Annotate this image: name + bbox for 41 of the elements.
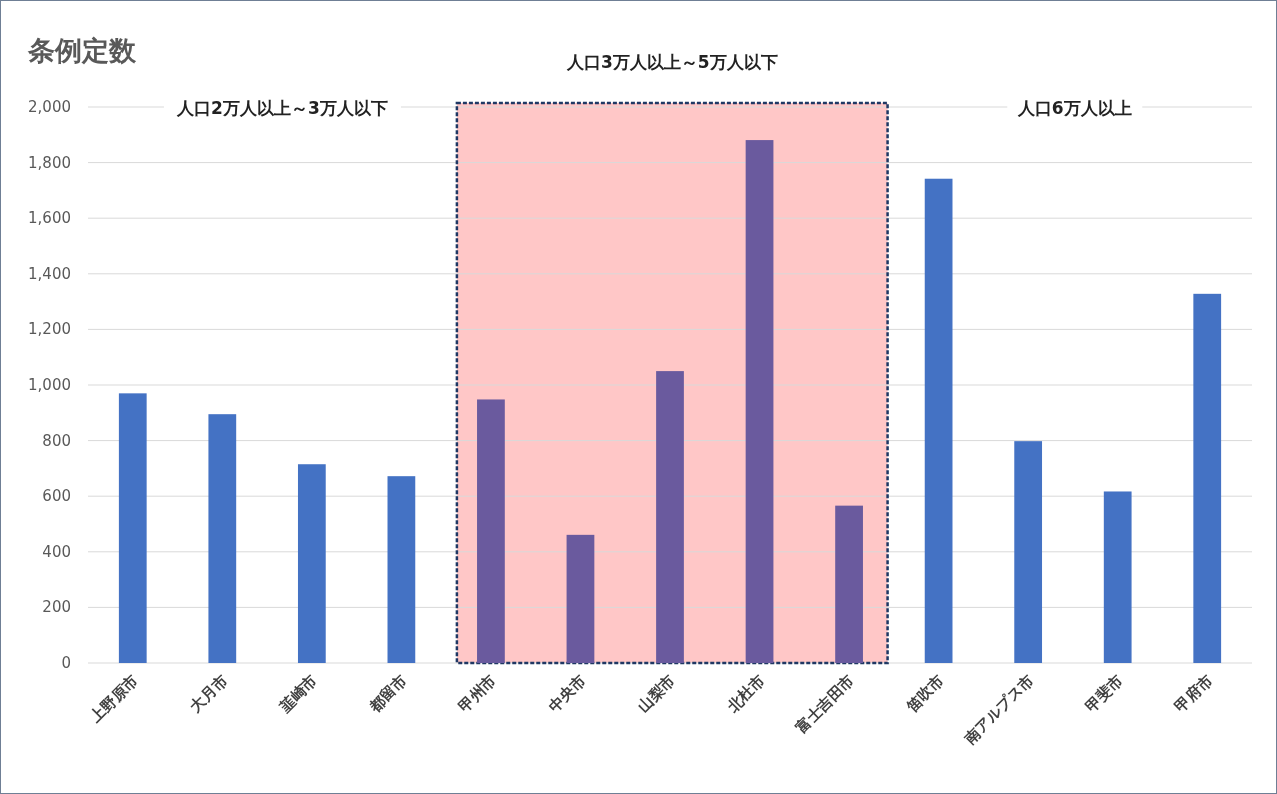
x-tick-label: 上野原市: [85, 671, 142, 727]
annotation: 人口6万人以上: [1016, 98, 1132, 118]
x-tick-label: 南アルプス市: [959, 671, 1037, 749]
y-tick-label: 1,600: [28, 209, 71, 228]
bar: [118, 393, 147, 663]
y-tick-label: 400: [42, 542, 71, 561]
bar: [745, 140, 774, 663]
y-tick-label: 1,200: [28, 320, 71, 339]
x-tick-label: 甲斐市: [1081, 671, 1127, 716]
band-label: 人口3万人以上～5万人以下: [565, 52, 778, 72]
bar: [1193, 293, 1222, 663]
y-tick-label: 2,000: [28, 98, 71, 116]
bar: [387, 476, 416, 663]
y-tick-label: 800: [42, 431, 71, 450]
bar: [297, 464, 326, 663]
y-tick-label: 1,800: [28, 153, 71, 172]
y-tick-label: 0: [61, 654, 71, 672]
x-tick-label: 笛吹市: [902, 671, 948, 717]
y-tick-label: 1,000: [28, 376, 71, 394]
y-tick-label: 1,400: [28, 264, 71, 283]
y-tick-label: 600: [42, 487, 71, 506]
x-tick-label: 富士吉田市: [792, 671, 858, 737]
x-tick-label: 大月市: [186, 671, 232, 716]
x-tick-label: 北杜市: [723, 671, 769, 717]
x-tick-label: 韮崎市: [275, 671, 321, 717]
bar: [656, 371, 684, 663]
x-tick-label: 甲州市: [455, 671, 500, 716]
bar: [924, 178, 953, 663]
annotation: 人口2万人以上～3万人以下: [176, 98, 388, 118]
x-tick-label: 都留市: [364, 671, 411, 717]
bar: [1014, 441, 1043, 663]
y-tick-label: 200: [42, 598, 71, 617]
bar: [1103, 491, 1132, 663]
bar: [835, 505, 863, 663]
bar: [477, 399, 505, 663]
x-tick-label: 甲府市: [1171, 671, 1217, 716]
chart-title: 条例定数: [27, 35, 137, 66]
bar: [208, 414, 237, 663]
x-tick-label: 山梨市: [634, 671, 679, 716]
bar: [566, 534, 595, 663]
x-tick-label: 中央市: [544, 671, 590, 716]
